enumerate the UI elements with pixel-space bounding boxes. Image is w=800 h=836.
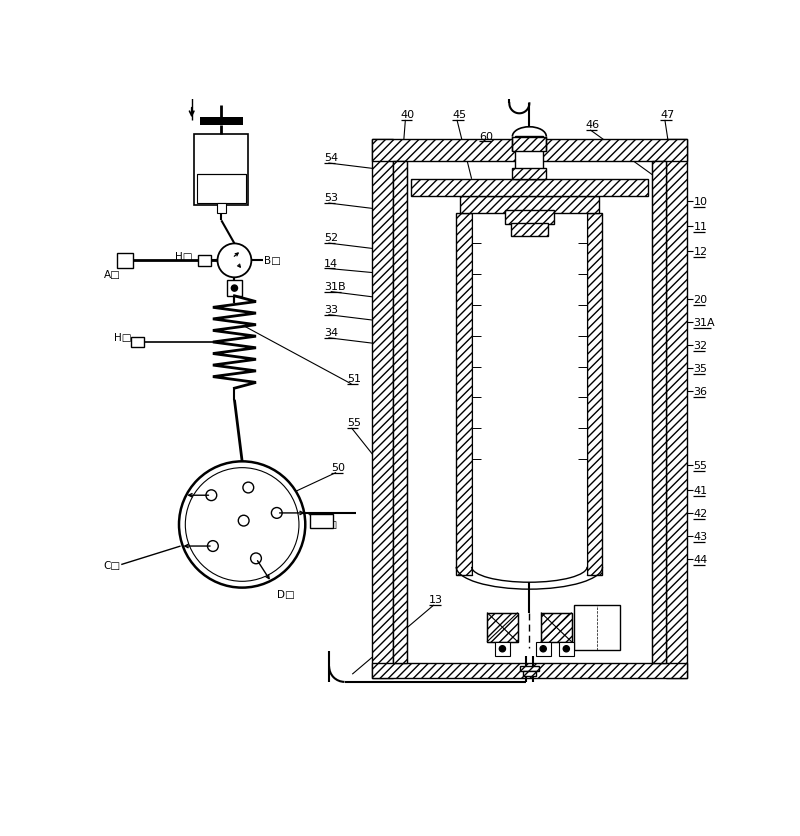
Bar xyxy=(541,613,572,642)
Text: 43: 43 xyxy=(694,532,707,542)
Text: E□: E□ xyxy=(321,520,337,530)
Bar xyxy=(515,137,543,180)
Bar xyxy=(200,118,243,125)
Bar xyxy=(587,213,602,575)
Bar xyxy=(198,256,211,267)
Bar xyxy=(541,613,572,642)
Bar xyxy=(194,135,248,206)
Circle shape xyxy=(250,553,262,564)
Text: 32: 32 xyxy=(694,340,707,350)
Text: 13: 13 xyxy=(430,594,443,604)
Bar xyxy=(520,666,538,671)
Bar xyxy=(558,642,574,656)
Bar xyxy=(494,642,510,656)
Text: 14: 14 xyxy=(324,258,338,268)
Circle shape xyxy=(238,516,249,527)
Text: 45: 45 xyxy=(452,110,466,120)
Circle shape xyxy=(206,490,217,501)
Bar xyxy=(513,138,546,152)
Bar xyxy=(574,605,620,650)
Text: D□: D□ xyxy=(277,589,294,599)
Text: 52: 52 xyxy=(324,233,338,243)
Text: 55: 55 xyxy=(694,461,707,471)
Bar xyxy=(371,140,393,679)
Bar xyxy=(131,337,144,348)
Text: 34: 34 xyxy=(324,328,338,338)
Text: 41: 41 xyxy=(694,485,707,495)
Text: H□: H□ xyxy=(114,333,131,343)
Text: 51: 51 xyxy=(347,374,361,384)
Bar xyxy=(472,213,587,575)
Bar xyxy=(511,224,548,237)
Bar xyxy=(217,204,226,213)
Bar xyxy=(652,162,666,664)
Text: 20: 20 xyxy=(694,294,707,304)
Bar xyxy=(371,140,687,162)
Bar xyxy=(535,642,551,656)
Text: 46: 46 xyxy=(586,120,600,130)
Bar xyxy=(513,169,546,180)
Text: 44: 44 xyxy=(694,554,708,564)
Bar xyxy=(410,180,648,196)
Bar xyxy=(487,613,518,642)
Text: 10: 10 xyxy=(694,196,707,206)
Text: 36: 36 xyxy=(694,387,707,397)
Bar xyxy=(456,213,472,575)
Text: 50: 50 xyxy=(331,462,346,472)
Circle shape xyxy=(271,508,282,518)
Text: 33: 33 xyxy=(324,304,338,314)
Circle shape xyxy=(540,646,546,652)
Text: 60: 60 xyxy=(479,131,494,141)
Circle shape xyxy=(207,541,218,552)
Text: 54: 54 xyxy=(324,153,338,163)
Text: 31A: 31A xyxy=(694,318,715,328)
Bar xyxy=(666,140,687,679)
Bar xyxy=(118,253,133,268)
Text: H□: H□ xyxy=(175,252,193,262)
Text: 40: 40 xyxy=(401,110,415,120)
Text: 31B: 31B xyxy=(324,282,346,292)
Text: 12: 12 xyxy=(694,247,707,257)
Bar xyxy=(505,211,554,225)
Circle shape xyxy=(563,646,570,652)
Text: A□: A□ xyxy=(103,270,121,280)
Text: 42: 42 xyxy=(694,508,708,518)
Text: 55: 55 xyxy=(347,417,361,427)
Text: 11: 11 xyxy=(694,222,707,232)
Text: 47: 47 xyxy=(660,110,674,120)
Bar xyxy=(226,281,242,297)
Bar xyxy=(393,162,407,664)
Text: 35: 35 xyxy=(694,364,707,374)
Bar xyxy=(371,664,687,679)
Circle shape xyxy=(218,244,251,278)
Bar xyxy=(460,196,598,213)
Text: B□: B□ xyxy=(265,256,282,266)
Circle shape xyxy=(499,646,506,652)
Circle shape xyxy=(243,482,254,493)
Bar xyxy=(310,515,333,528)
Circle shape xyxy=(186,468,299,582)
Text: C□: C□ xyxy=(103,560,121,570)
Bar xyxy=(487,613,518,642)
Bar xyxy=(407,162,652,664)
Circle shape xyxy=(231,286,238,292)
Circle shape xyxy=(179,461,306,588)
Text: 53: 53 xyxy=(324,193,338,203)
Bar xyxy=(197,175,246,204)
Bar xyxy=(523,671,535,675)
